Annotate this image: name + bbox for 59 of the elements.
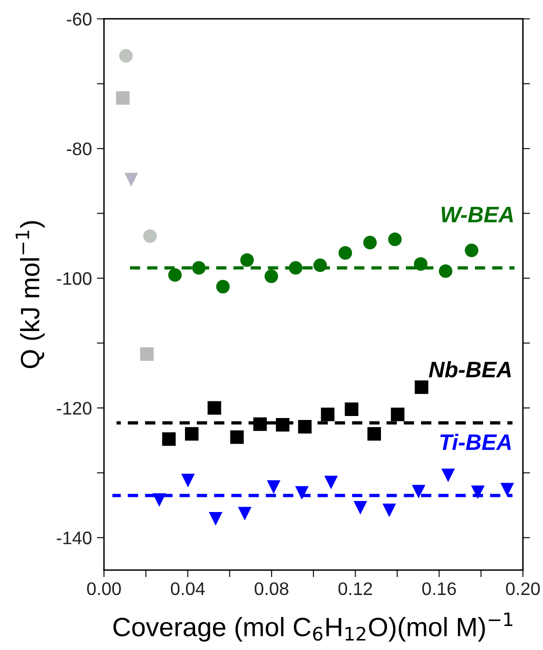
x-axis-title: Coverage (mol C$_{6}$H$_{12}$O)(mol M)$^{−1}$	[113, 612, 512, 642]
point	[338, 246, 352, 260]
point	[240, 253, 254, 267]
point	[119, 49, 133, 63]
point	[298, 420, 312, 434]
point	[414, 257, 428, 271]
point	[216, 280, 230, 294]
point	[253, 417, 267, 431]
point	[266, 480, 280, 494]
y-tick-label: -140	[56, 532, 92, 544]
point	[324, 476, 338, 490]
point	[320, 408, 334, 422]
point	[168, 268, 182, 282]
y-axis-title: Q (kJ mol$^{−1}$)	[16, 221, 45, 368]
point	[414, 380, 428, 394]
point	[143, 229, 157, 243]
text: W-BEA	[442, 206, 513, 222]
point	[382, 504, 396, 518]
point	[344, 402, 358, 416]
point	[288, 261, 302, 275]
y-tick-label: -120	[56, 402, 92, 415]
point	[464, 244, 478, 258]
point	[184, 427, 199, 441]
point	[313, 258, 327, 272]
x-tick-label: 0.16	[422, 582, 456, 596]
x-tick-label: 0.12	[338, 582, 372, 596]
y-tick-label: -100	[56, 272, 92, 285]
point	[471, 485, 485, 499]
text: Nb-BEA	[428, 361, 511, 378]
point	[500, 482, 514, 496]
point	[152, 493, 166, 507]
x-tick-label: 0.08	[254, 582, 288, 596]
y-tick-label: -60	[66, 12, 92, 26]
point	[192, 261, 206, 275]
point	[438, 264, 452, 278]
point	[388, 232, 402, 246]
point	[363, 236, 377, 250]
point	[295, 486, 309, 500]
point	[264, 270, 278, 284]
point	[208, 401, 222, 415]
x-tick-label: 0.04	[170, 582, 205, 596]
point	[354, 501, 368, 515]
point	[276, 418, 290, 432]
point	[367, 427, 381, 441]
point	[230, 430, 244, 444]
point	[181, 474, 195, 488]
text: Ti-BEA	[440, 434, 511, 450]
point	[238, 506, 252, 520]
point	[116, 91, 130, 105]
point	[162, 432, 176, 446]
point	[208, 512, 222, 526]
point	[140, 347, 154, 361]
point	[390, 408, 404, 422]
y-tick-label: -80	[66, 142, 92, 156]
point	[412, 484, 426, 498]
x-tick-label: 0.20	[506, 582, 540, 596]
point	[124, 172, 138, 186]
x-tick-label: 0.00	[87, 582, 121, 596]
point	[441, 468, 455, 482]
